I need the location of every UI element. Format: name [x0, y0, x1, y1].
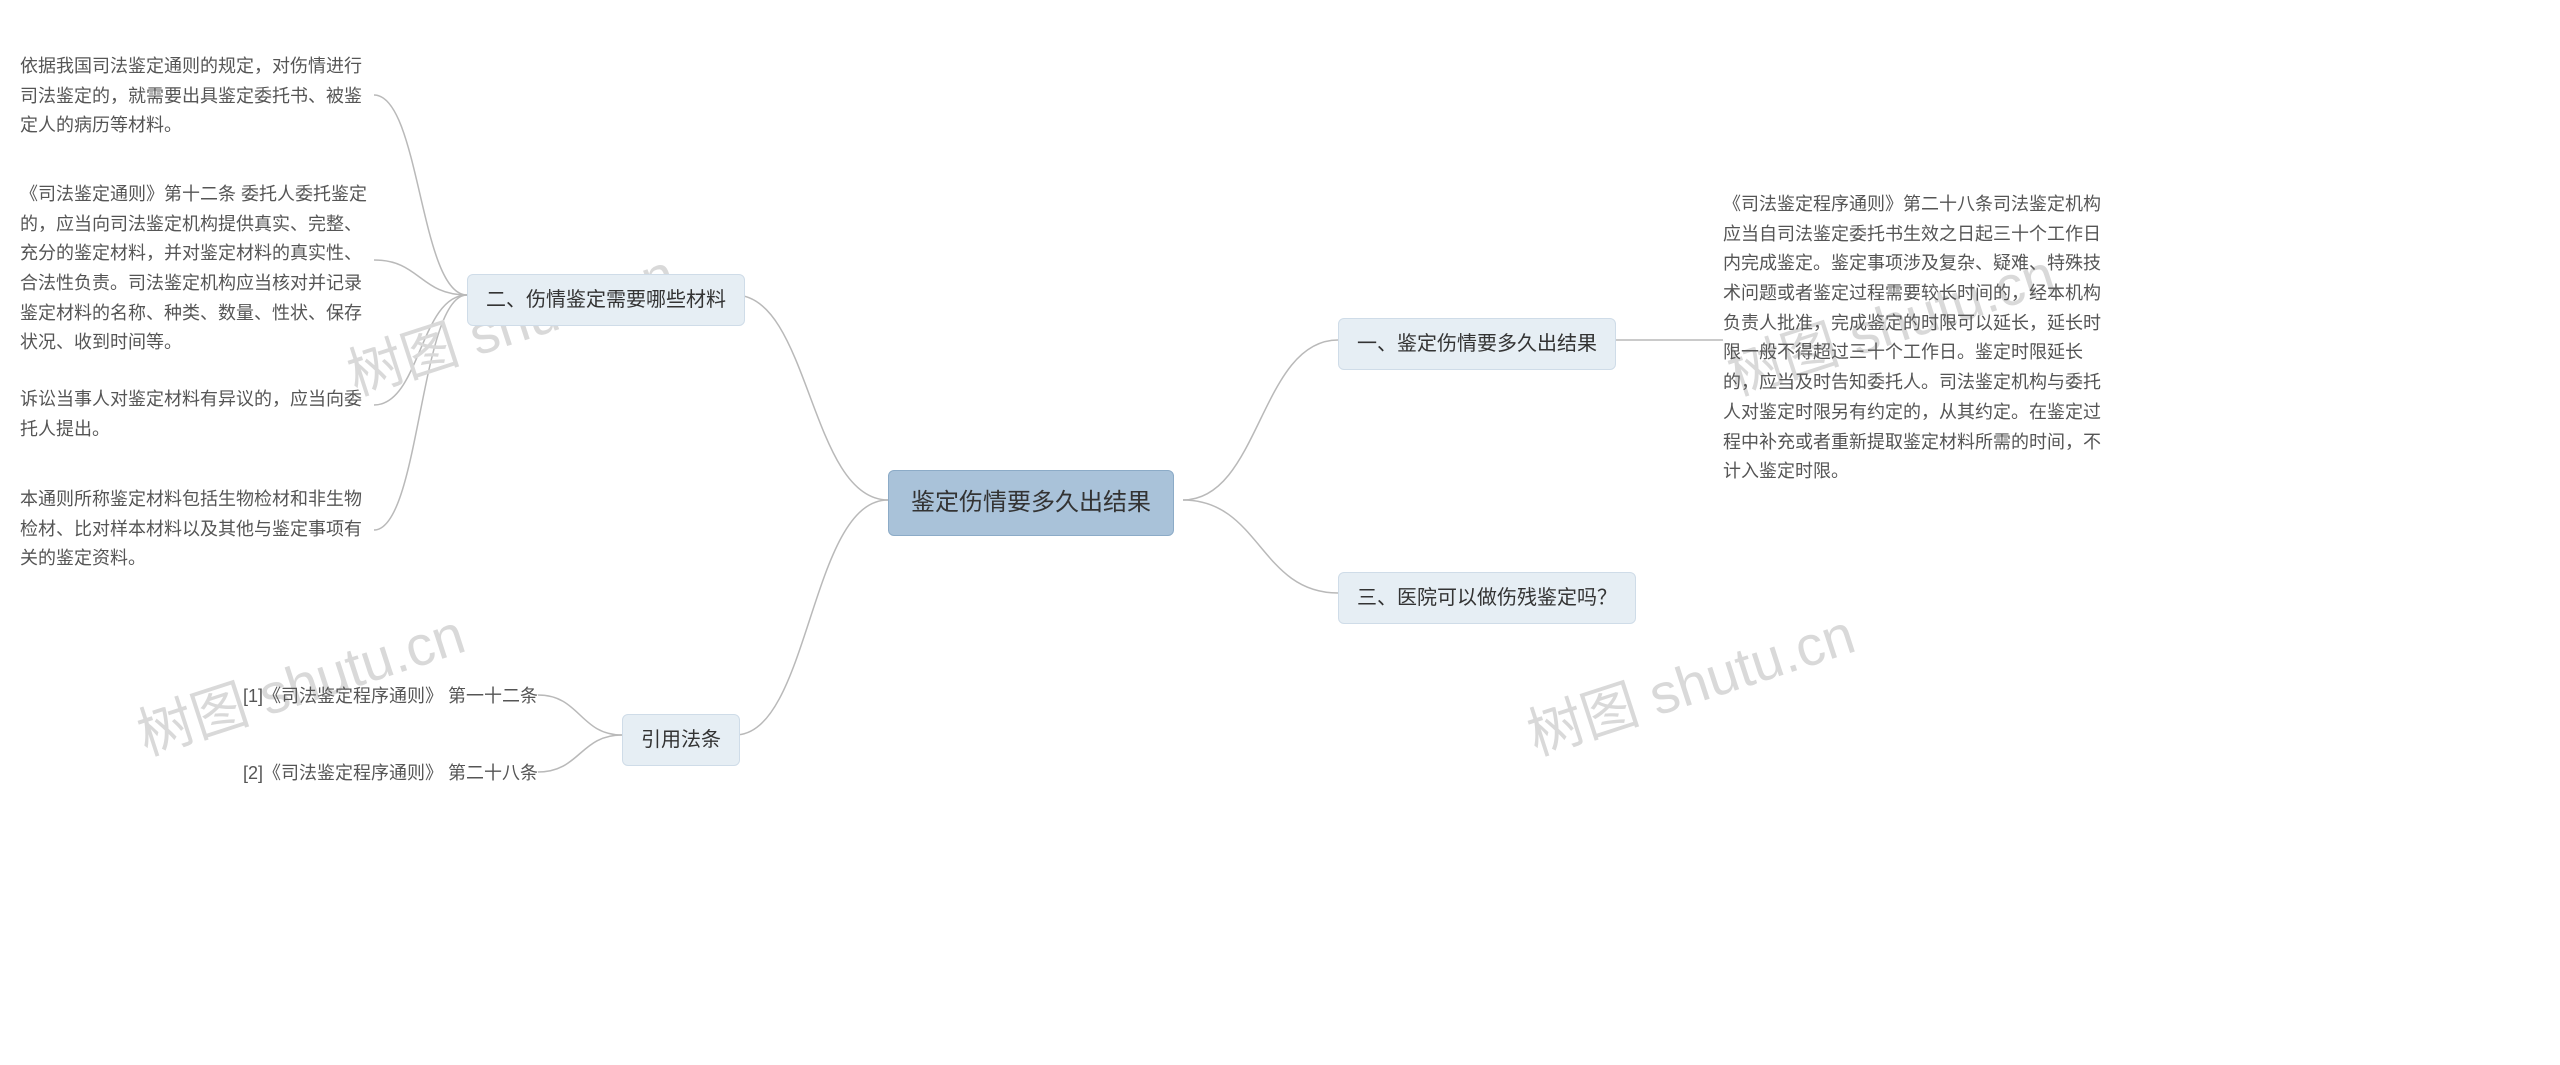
ref-leaf-2: [2]《司法鉴定程序通则》 第二十八条	[218, 759, 538, 789]
branch-references: 引用法条	[622, 714, 740, 766]
watermark: 树图 shutu.cn	[126, 590, 474, 772]
branch-1-leaf: 《司法鉴定程序通则》第二十八条司法鉴定机构应当自司法鉴定委托书生效之日起三十个工…	[1723, 190, 2118, 487]
branch-section-1: 一、鉴定伤情要多久出结果	[1338, 318, 1616, 370]
branch-2-leaf-3: 诉讼当事人对鉴定材料有异议的，应当向委托人提出。	[20, 385, 375, 444]
branch-section-3: 三、医院可以做伤残鉴定吗？	[1338, 572, 1636, 624]
connectors	[0, 0, 2560, 1065]
branch-2-leaf-1: 依据我国司法鉴定通则的规定，对伤情进行司法鉴定的，就需要出具鉴定委托书、被鉴定人…	[20, 52, 375, 141]
mindmap-root: 鉴定伤情要多久出结果	[888, 470, 1174, 536]
branch-2-leaf-2: 《司法鉴定通则》第十二条 委托人委托鉴定的，应当向司法鉴定机构提供真实、完整、充…	[20, 180, 375, 358]
branch-2-leaf-4: 本通则所称鉴定材料包括生物检材和非生物检材、比对样本材料以及其他与鉴定事项有关的…	[20, 485, 375, 574]
ref-leaf-1: [1]《司法鉴定程序通则》 第一十二条	[218, 682, 538, 712]
branch-section-2: 二、伤情鉴定需要哪些材料	[467, 274, 745, 326]
